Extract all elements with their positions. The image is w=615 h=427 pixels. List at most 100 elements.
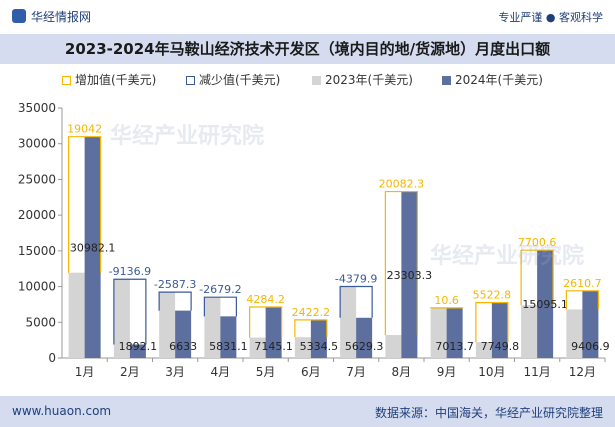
bar-2024 — [356, 317, 373, 358]
decrease-bracket — [158, 291, 192, 311]
bar-2024 — [84, 136, 101, 358]
bar-2024 — [265, 306, 282, 358]
x-tick-label: 10月 — [478, 365, 505, 379]
value-label-2024: 7013.7 — [435, 340, 474, 353]
y-tick-label: 35000 — [18, 101, 56, 115]
site-logo[interactable]: 华经情报网 — [12, 8, 91, 25]
watermark: 华经产业研究院 — [110, 124, 265, 149]
legend-swatch-increase — [62, 76, 71, 85]
title-bar: 2023-2024年马鞍山经济技术开发区（境内目的地/货源地）月度出口额 — [0, 34, 615, 64]
change-label: -2587.3 — [154, 278, 196, 291]
bar-2023 — [385, 334, 402, 358]
value-label-2024: 5334.5 — [300, 340, 339, 353]
bar-2024 — [220, 316, 237, 358]
bar-chart: 0 5000 10000 15000 20000 25000 30000 35000 19042… — [18, 101, 610, 379]
x-tick-label: 4月 — [211, 365, 231, 379]
footer-bar: www.huaon.com 数据来源：中国海关，华经产业研究院整理 — [0, 396, 615, 427]
legend-item-increase: 增加值(千美元) — [62, 72, 156, 88]
value-label-2024: 5831.1 — [209, 340, 248, 353]
change-label: 4284.2 — [246, 293, 285, 306]
tagline: 专业严谨 ● 客观科学 — [498, 11, 603, 24]
value-label-2024: 30982.1 — [70, 241, 116, 254]
bar-2024 — [582, 290, 599, 358]
legend-item-decrease: 减少值(千美元) — [186, 72, 280, 88]
legend-label-decrease: 减少值(千美元) — [199, 73, 281, 87]
bar-2023 — [521, 305, 538, 358]
x-tick-label: 12月 — [569, 365, 596, 379]
bar-2024 — [537, 250, 554, 358]
bar-2023 — [68, 272, 85, 358]
legend-swatch-decrease — [186, 76, 195, 85]
bar-2023 — [204, 297, 221, 358]
bar-2023 — [475, 342, 492, 358]
value-label-2024: 9406.9 — [571, 340, 610, 353]
x-tick-label: 11月 — [523, 365, 550, 379]
footer-url[interactable]: www.huaon.com — [12, 404, 112, 418]
x-tick-label: 6月 — [301, 365, 321, 379]
chart-title: 2023-2024年马鞍山经济技术开发区（境内目的地/货源地）月度出口额 — [64, 40, 551, 58]
increase-bracket — [68, 136, 102, 273]
increase-bracket — [384, 190, 418, 335]
legend-label-2024: 2024年(千美元) — [455, 73, 543, 87]
legend-label-2023: 2023年(千美元) — [325, 73, 413, 87]
x-tick-label: 5月 — [256, 365, 276, 379]
bar-2023 — [249, 337, 266, 358]
value-label-2024: 6633 — [169, 340, 197, 353]
increase-bracket — [520, 249, 554, 306]
value-label-2024: 7749.8 — [481, 340, 520, 353]
increase-bracket — [565, 290, 599, 310]
change-label: 7700.6 — [518, 236, 557, 249]
change-label: -4379.9 — [335, 273, 377, 286]
y-tick-label: 0 — [48, 351, 56, 365]
bar-2024 — [446, 307, 463, 358]
logo-icon — [12, 9, 26, 23]
legend-label-increase: 增加值(千美元) — [75, 73, 157, 87]
bar-2024 — [310, 319, 327, 358]
change-label: 20082.3 — [379, 178, 425, 191]
decrease-bracket — [203, 296, 237, 317]
bar-2023 — [113, 279, 130, 358]
data-source: 数据来源：中国海关，华经产业研究院整理 — [374, 406, 603, 420]
x-tick-label: 1月 — [75, 365, 95, 379]
increase-bracket — [475, 302, 509, 343]
bar-2024 — [401, 191, 418, 358]
bar-2023 — [294, 337, 311, 358]
bar-2024 — [175, 310, 192, 358]
bar-2023 — [566, 309, 583, 358]
value-label-2024: 5629.3 — [345, 340, 384, 353]
change-label: 2610.7 — [563, 277, 602, 290]
y-tick-label: 30000 — [18, 137, 56, 151]
y-tick-label: 10000 — [18, 280, 56, 294]
change-label: 19042 — [67, 123, 102, 136]
legend-item-2023: 2023年(千美元) — [312, 72, 413, 88]
change-label: -2679.2 — [199, 283, 241, 296]
bar-2024 — [491, 302, 508, 358]
bar-2023 — [340, 286, 357, 358]
x-tick-label: 2月 — [120, 365, 140, 379]
logo-text: 华经情报网 — [31, 10, 92, 24]
x-tick-label: 9月 — [437, 365, 457, 379]
value-label-2024: 15095.1 — [522, 298, 568, 311]
decrease-bracket — [113, 278, 147, 345]
change-label: -9136.9 — [109, 265, 151, 278]
bar-2024 — [129, 344, 146, 358]
x-tick-label: 7月 — [346, 365, 366, 379]
legend-swatch-2023 — [312, 76, 321, 85]
legend-swatch-2024 — [442, 76, 451, 85]
bar-2023 — [159, 292, 176, 358]
increase-bracket — [294, 319, 328, 338]
bar-2023 — [430, 307, 447, 358]
watermark: 华经产业研究院 — [430, 244, 585, 269]
change-label: 10.6 — [434, 294, 459, 307]
y-tick-label: 5000 — [25, 315, 56, 329]
y-tick-label: 15000 — [18, 244, 56, 258]
increase-bracket — [249, 306, 283, 338]
value-label-2024: 7145.1 — [254, 340, 293, 353]
change-label: 5522.8 — [473, 289, 512, 302]
x-tick-label: 3月 — [165, 365, 185, 379]
y-tick-label: 25000 — [18, 172, 56, 186]
value-label-2024: 1892.1 — [119, 340, 158, 353]
top-bar: 华经情报网 专业严谨 ● 客观科学 — [0, 0, 615, 35]
x-tick-label: 8月 — [392, 365, 412, 379]
change-label: 2422.2 — [292, 306, 331, 319]
